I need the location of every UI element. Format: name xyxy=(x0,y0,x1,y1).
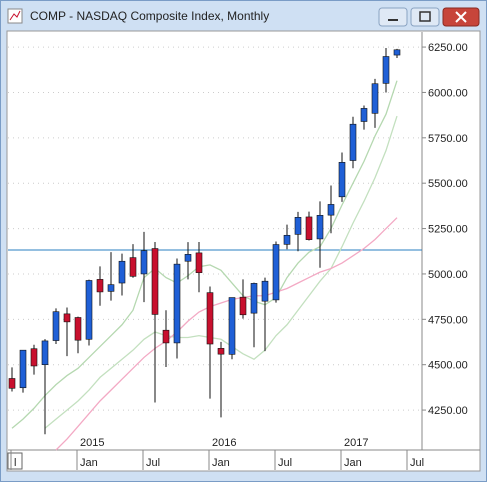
moving-average xyxy=(11,80,398,429)
candle-body xyxy=(151,248,159,315)
candle-body xyxy=(206,292,214,345)
y-tick-label: 4250.00 xyxy=(428,405,468,417)
app-icon-glyph xyxy=(9,10,21,21)
candle-body xyxy=(338,162,346,198)
year-label: 2016 xyxy=(212,437,236,449)
candle-body xyxy=(162,329,170,344)
candle-body xyxy=(250,283,258,314)
candle-body xyxy=(8,378,16,389)
x-tick-label: l xyxy=(14,457,16,469)
candle-body xyxy=(52,311,60,341)
candle-body xyxy=(63,313,71,323)
candle-body xyxy=(96,279,104,293)
chart-area xyxy=(6,30,481,472)
y-tick-label: 5000.00 xyxy=(428,269,468,281)
candle-body xyxy=(85,280,93,340)
candle-body xyxy=(228,297,236,355)
year-label: 2015 xyxy=(80,437,104,449)
candle-body xyxy=(382,56,390,84)
moving-average xyxy=(44,115,398,429)
candle-body xyxy=(360,108,368,122)
candle-body xyxy=(294,217,302,235)
candle-body xyxy=(239,296,247,316)
year-label: 2017 xyxy=(344,437,368,449)
candle-body xyxy=(283,234,291,245)
x-tick-label: Jul xyxy=(278,457,292,469)
candle-body xyxy=(327,204,335,216)
candle-body xyxy=(184,254,192,262)
x-tick-label: Jan xyxy=(80,457,98,469)
candle-body xyxy=(41,340,49,365)
y-tick-label: 5250.00 xyxy=(428,224,468,236)
candle-body xyxy=(140,250,148,275)
y-tick-label: 4750.00 xyxy=(428,314,468,326)
candle-body xyxy=(30,348,38,367)
candle-body xyxy=(195,252,203,273)
candle-body xyxy=(118,260,126,284)
x-tick-label: Jul xyxy=(146,457,160,469)
maximize-button[interactable] xyxy=(410,7,440,27)
candle-body xyxy=(74,317,82,341)
candle-body xyxy=(393,49,401,56)
x-tick-label: Jan xyxy=(212,457,230,469)
candle-body xyxy=(371,83,379,114)
scroll-marker xyxy=(7,452,23,470)
candle-body xyxy=(305,216,313,240)
candle-body xyxy=(272,244,280,301)
app-icon xyxy=(7,8,23,24)
candle-body xyxy=(261,280,269,302)
moving-average xyxy=(55,217,398,451)
y-tick-label: 5750.00 xyxy=(428,133,468,145)
x-tick-label: Jul xyxy=(410,457,424,469)
y-tick-label: 4500.00 xyxy=(428,360,468,372)
candle-body xyxy=(19,349,27,389)
y-tick-label: 5500.00 xyxy=(428,178,468,190)
minimize-button[interactable] xyxy=(378,7,408,27)
candle-body xyxy=(129,257,137,277)
candle-body xyxy=(349,123,357,161)
window-title: COMP - NASDAQ Composite Index, Monthly xyxy=(30,9,269,23)
y-tick-label: 6000.00 xyxy=(428,87,468,99)
candle-body xyxy=(173,263,181,344)
candle-body xyxy=(316,215,324,240)
candle-body xyxy=(107,284,115,292)
y-tick-label: 6250.00 xyxy=(428,42,468,54)
candle-body xyxy=(217,348,225,355)
x-tick-label: Jan xyxy=(344,457,362,469)
close-button[interactable] xyxy=(442,7,480,27)
